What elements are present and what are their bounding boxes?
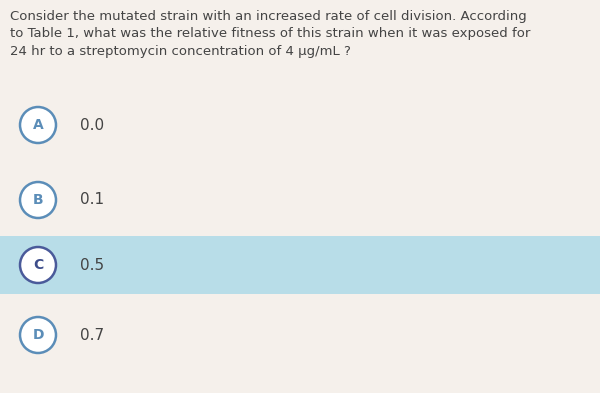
Circle shape — [20, 317, 56, 353]
Circle shape — [20, 107, 56, 143]
Text: 0.0: 0.0 — [80, 118, 104, 132]
Text: 0.5: 0.5 — [80, 257, 104, 272]
Text: B: B — [32, 193, 43, 207]
FancyBboxPatch shape — [0, 236, 600, 294]
Text: D: D — [32, 328, 44, 342]
Text: Consider the mutated strain with an increased rate of cell division. According
t: Consider the mutated strain with an incr… — [10, 10, 530, 58]
Text: C: C — [33, 258, 43, 272]
Text: 0.7: 0.7 — [80, 327, 104, 343]
Circle shape — [20, 247, 56, 283]
Text: 0.1: 0.1 — [80, 193, 104, 208]
Text: A: A — [32, 118, 43, 132]
Circle shape — [20, 182, 56, 218]
